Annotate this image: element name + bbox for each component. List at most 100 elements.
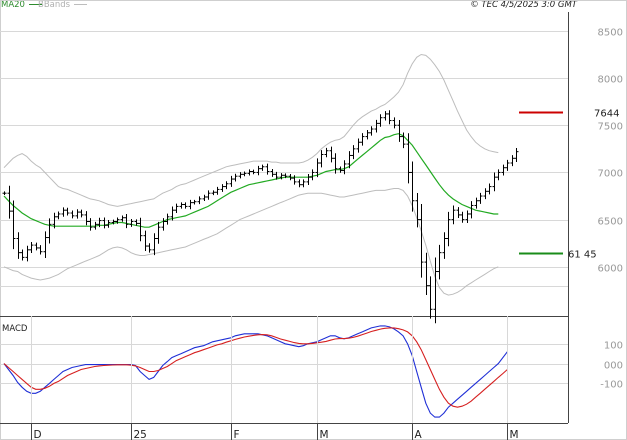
x-tick-label: 25 [134, 429, 147, 440]
ohlc-bar [129, 219, 134, 227]
ohlc-bar [442, 232, 447, 259]
price-tick-label: 6000 [598, 264, 623, 275]
ohlc-bar [25, 245, 30, 262]
price-tick-label: 6500 [598, 217, 623, 228]
ohlc-bar [378, 114, 383, 127]
ohlc-bar [229, 175, 234, 187]
ohlc-bar [324, 147, 329, 158]
ohlc-bar [401, 132, 406, 149]
ohlc-bar [387, 110, 392, 125]
ohlc-bar [115, 217, 120, 224]
ohlc-bar [460, 211, 465, 223]
ohlc-bar [315, 158, 320, 178]
x-tick-label: F [234, 429, 240, 440]
ohlc-bar [43, 231, 48, 258]
ohlc-bar [410, 161, 415, 212]
ohlc-bar [433, 257, 438, 324]
price-levels: 7644 61 45 [519, 109, 619, 261]
bbands-legend-label: BBands [38, 0, 88, 11]
ohlc-bar [419, 204, 424, 278]
ohlc-bar [265, 163, 270, 175]
ohlc-bar [56, 211, 61, 220]
ohlc-bar [505, 159, 510, 171]
x-tick-label: A [415, 429, 423, 440]
macd-title: MACD [2, 324, 28, 334]
ohlc-bar [29, 241, 34, 253]
ohlc-bar [392, 117, 397, 129]
time-x-axis: D 25 F M A M [31, 316, 519, 440]
chart-grid [0, 31, 568, 287]
ohlc-bar [52, 212, 57, 229]
ohlc-bar [183, 202, 188, 209]
ma20-legend-label: MA20 [1, 0, 42, 11]
ohlc-bar [333, 153, 338, 174]
ma20-line [3, 133, 499, 228]
ohlc-bar [292, 175, 297, 185]
ohlc-bar [487, 183, 492, 195]
ohlc-bar [111, 219, 116, 225]
price-bars [2, 110, 519, 324]
ohlc-bar [301, 179, 306, 188]
ohlc-bar [38, 245, 43, 255]
ohlc-bar [179, 202, 184, 209]
ohlc-bar [437, 244, 442, 280]
ohlc-bar [202, 194, 207, 202]
ohlc-bar [270, 169, 275, 177]
ohlc-bar [120, 215, 125, 222]
ohlc-bar [279, 173, 284, 180]
ohlc-bar [465, 210, 470, 224]
ohlc-bar [501, 164, 506, 176]
ohlc-bar [61, 207, 66, 217]
ma20-legend-swatch [28, 4, 42, 5]
ohlc-bar [456, 207, 461, 219]
ohlc-bar [2, 191, 7, 196]
ohlc-bar [446, 211, 451, 247]
ohlc-bar [297, 179, 302, 188]
ohlc-bar [238, 172, 243, 179]
ohlc-bar [147, 243, 152, 253]
ohlc-bar [93, 221, 98, 230]
macd-tick-label: 100 [604, 341, 623, 352]
bollinger-bands [3, 53, 499, 296]
ma20-polyline [3, 133, 499, 228]
ohlc-bar [188, 199, 193, 210]
ohlc-bar [451, 205, 456, 225]
ohlc-bar [65, 207, 70, 216]
x-tick-label: M [320, 429, 329, 440]
ohlc-bar [310, 169, 315, 181]
ohlc-bar [143, 230, 148, 252]
ohlc-bar [233, 173, 238, 182]
ohlc-bar [251, 169, 256, 175]
ohlc-bar [7, 185, 12, 219]
ohlc-bar [469, 201, 474, 219]
ohlc-bar [16, 232, 21, 259]
ohlc-bar [329, 146, 334, 163]
ohlc-bar [483, 188, 488, 200]
ohlc-bar [206, 190, 211, 200]
price-tick-label: 8000 [598, 75, 623, 86]
ohlc-bar [134, 219, 139, 226]
ohlc-bar [356, 138, 361, 153]
ohlc-bar [288, 174, 293, 181]
ohlc-bar [11, 200, 16, 250]
x-tick-label: D [34, 429, 42, 440]
ohlc-bar [192, 199, 197, 205]
ohlc-bar [34, 242, 39, 251]
ohlc-bar [283, 173, 288, 179]
ohlc-bar [397, 119, 402, 142]
bband-upper [3, 53, 499, 207]
ohlc-bar [415, 192, 420, 228]
ohlc-bar [197, 196, 202, 205]
macd-panel: MACD -100 000 100 [0, 324, 623, 418]
ohlc-bar [260, 164, 265, 171]
ohlc-bar [138, 217, 143, 242]
ohlc-bar [170, 206, 175, 221]
ohlc-bar [496, 169, 501, 181]
ohlc-bar [369, 126, 374, 136]
ohlc-bar [70, 210, 75, 219]
ohlc-bar [97, 217, 102, 228]
ohlc-bar [211, 190, 216, 196]
bbands-legend-swatch [74, 4, 88, 5]
price-y-axis: 6000 6500 7000 7500 8000 8500 [598, 28, 623, 275]
